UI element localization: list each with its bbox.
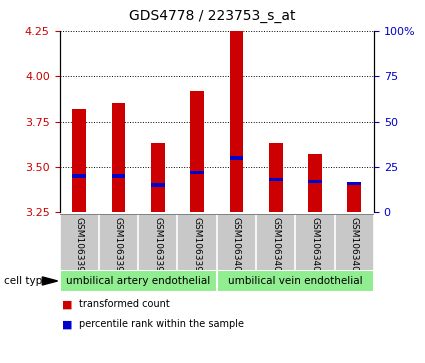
Bar: [308, 154, 322, 212]
Bar: [348, 182, 361, 185]
Bar: [60, 270, 217, 292]
Text: cell type: cell type: [4, 276, 49, 286]
Text: GSM1063399: GSM1063399: [193, 217, 201, 278]
Bar: [72, 109, 86, 212]
Text: percentile rank within the sample: percentile rank within the sample: [79, 319, 244, 330]
Bar: [217, 270, 374, 292]
Bar: [151, 184, 164, 187]
Text: umbilical artery endothelial: umbilical artery endothelial: [66, 276, 210, 286]
Text: GSM1063407: GSM1063407: [311, 217, 320, 278]
Text: GDS4778 / 223753_s_at: GDS4778 / 223753_s_at: [129, 9, 296, 23]
Text: ■: ■: [62, 319, 72, 330]
Text: umbilical vein endothelial: umbilical vein endothelial: [228, 276, 363, 286]
Bar: [269, 178, 283, 181]
Text: GSM1063398: GSM1063398: [153, 217, 162, 278]
Text: ■: ■: [62, 299, 72, 310]
Text: GSM1063396: GSM1063396: [75, 217, 84, 278]
Bar: [112, 174, 125, 178]
Bar: [230, 31, 243, 212]
Bar: [72, 174, 86, 178]
Text: transformed count: transformed count: [79, 299, 170, 310]
Bar: [308, 180, 322, 183]
Bar: [348, 182, 361, 212]
Bar: [190, 91, 204, 212]
Bar: [151, 143, 164, 212]
Bar: [269, 143, 283, 212]
Text: GSM1063406: GSM1063406: [271, 217, 280, 278]
Text: GSM1063397: GSM1063397: [114, 217, 123, 278]
Bar: [230, 156, 243, 160]
Polygon shape: [42, 277, 58, 285]
Text: GSM1063408: GSM1063408: [350, 217, 359, 278]
Bar: [112, 103, 125, 212]
Bar: [190, 171, 204, 174]
Text: GSM1063405: GSM1063405: [232, 217, 241, 278]
